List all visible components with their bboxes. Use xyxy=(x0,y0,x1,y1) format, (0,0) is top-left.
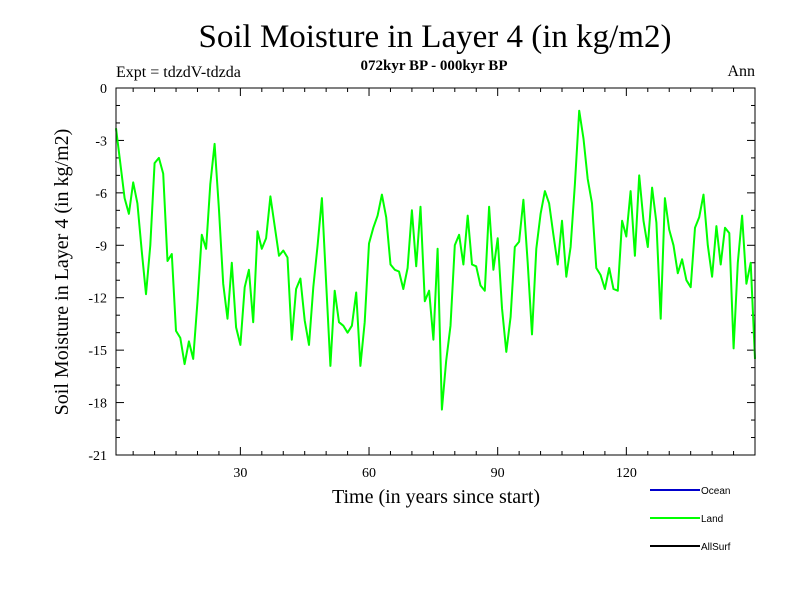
plot-frame xyxy=(115,87,756,456)
legend-label-ocean: Ocean xyxy=(701,486,730,497)
axis-ticks: 0 -3 -6 -9 -12 -15 -18 -21 30 60 90 120 xyxy=(88,82,755,481)
x-tick-label: 120 xyxy=(616,466,637,481)
y-axis-label: Soil Moisture in Layer 4 (in kg/m2) xyxy=(51,129,73,416)
x-tick-label: 60 xyxy=(362,466,376,481)
plot-area xyxy=(115,109,756,411)
y-tick-label: -6 xyxy=(95,187,107,202)
series-line-land xyxy=(115,109,756,411)
x-tick-label: 90 xyxy=(491,466,505,481)
y-tick-label: -15 xyxy=(88,344,107,359)
legend-label-allsurf: AllSurf xyxy=(701,542,731,553)
experiment-label: Expt = tdzdV-tdzda xyxy=(116,64,241,81)
season-label: Ann xyxy=(727,63,755,80)
y-tick-label: -12 xyxy=(88,292,107,307)
legend: Ocean Land AllSurf xyxy=(650,486,731,553)
y-tick-label: -3 xyxy=(95,134,107,149)
chart-subtitle: 072kyr BP - 000kyr BP xyxy=(361,58,508,74)
y-tick-label: 0 xyxy=(100,82,107,97)
y-tick-label: -18 xyxy=(88,397,107,412)
chart-title: Soil Moisture in Layer 4 (in kg/m2) xyxy=(199,19,672,55)
y-tick-label: -21 xyxy=(88,449,107,464)
x-tick-label: 30 xyxy=(233,466,247,481)
legend-label-land: Land xyxy=(701,514,723,525)
y-tick-label: -9 xyxy=(95,239,107,254)
x-axis-label: Time (in years since start) xyxy=(332,486,540,508)
